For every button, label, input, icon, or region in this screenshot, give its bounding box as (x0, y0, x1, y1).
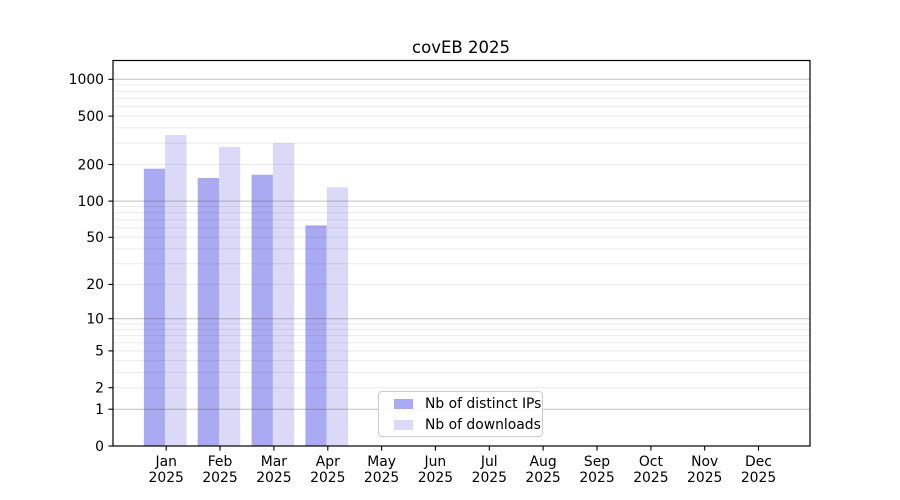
x-tick-label-year: 2025 (633, 470, 668, 486)
x-tick-label-month: Oct (639, 454, 664, 470)
y-tick-label: 200 (77, 157, 104, 173)
axes-layer (108, 59, 811, 451)
y-tick-label: 1 (95, 402, 104, 418)
gridlines-layer (113, 78, 810, 410)
x-tick-label-year: 2025 (741, 470, 776, 486)
bar-mar-distinct-ips (251, 174, 273, 446)
bar-feb-distinct-ips (197, 178, 219, 446)
y-axis-labels: 0 1 2 5 10 20 50 100 200 500 1000 (69, 72, 104, 455)
legend-item-downloads: Nb of downloads (394, 417, 541, 433)
x-tick-label-year: 2025 (418, 470, 453, 486)
y-tick-label: 50 (86, 230, 104, 246)
plot-border (112, 59, 811, 447)
legend-swatch-distinct-ips (394, 398, 413, 409)
x-tick-label-year: 2025 (202, 470, 237, 486)
y-tick-label: 500 (77, 109, 104, 125)
x-tick-label-year: 2025 (472, 470, 507, 486)
x-tick-label-month: Jan (154, 454, 176, 470)
y-tick-label: 5 (95, 344, 104, 360)
bar-mar-downloads (272, 143, 295, 446)
bar-apr-distinct-ips (305, 225, 327, 446)
legend-label-downloads: Nb of downloads (425, 416, 541, 433)
x-tick-label-month: Apr (316, 454, 340, 470)
x-tick-label-year: 2025 (149, 470, 184, 486)
x-tick-label-month: Jun (424, 454, 447, 470)
x-tick-label-month: Aug (530, 454, 557, 470)
x-tick-label-year: 2025 (364, 470, 399, 486)
x-axis-labels: Jan2025Feb2025Mar2025Apr2025May2025Jun20… (149, 454, 777, 486)
x-tick-label-month: Jul (480, 454, 498, 470)
x-tick-label-year: 2025 (579, 470, 614, 486)
x-tick-label-month: Nov (691, 454, 718, 470)
x-tick-label-month: May (367, 454, 396, 470)
y-tick-label: 20 (86, 277, 104, 293)
bar-feb-downloads (219, 146, 241, 447)
y-tick-label: 0 (95, 439, 104, 455)
bar-jan-distinct-ips (143, 168, 166, 446)
x-tick-label-month: Dec (745, 454, 772, 470)
legend-item-distinct-ips: Nb of distinct IPs (394, 396, 541, 412)
y-tick-label: 2 (95, 381, 104, 397)
legend-label-distinct-ips: Nb of distinct IPs (425, 395, 542, 412)
x-tick-label-month: Sep (584, 454, 610, 470)
x-tick-label-month: Mar (261, 454, 287, 470)
x-tick-label-month: Feb (208, 454, 233, 470)
bar-jan-downloads (165, 135, 187, 446)
y-tick-label: 1000 (69, 72, 104, 88)
bars-layer (143, 135, 349, 447)
legend: Nb of distinct IPs Nb of downloads (378, 391, 543, 437)
x-tick-label-year: 2025 (525, 470, 560, 486)
y-tick-label: 10 (86, 312, 104, 328)
x-tick-label-year: 2025 (256, 470, 291, 486)
bar-apr-downloads (326, 187, 349, 447)
y-tick-label: 100 (77, 194, 104, 210)
chart-title: covEB 2025 (412, 38, 510, 57)
x-tick-label-year: 2025 (310, 470, 345, 486)
x-tick-label-year: 2025 (687, 470, 722, 486)
legend-swatch-downloads (394, 419, 413, 430)
